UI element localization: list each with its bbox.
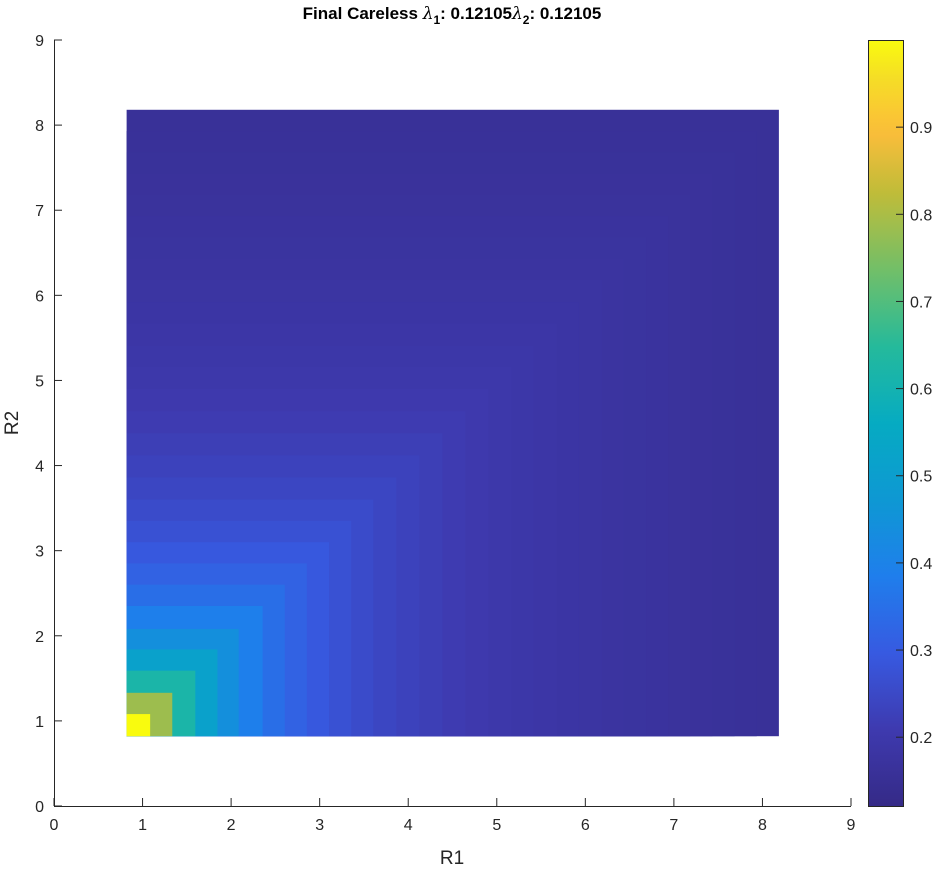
heatmap-cells bbox=[126, 109, 779, 737]
colorbar-tick-label: 0.5 bbox=[910, 469, 932, 486]
lambda-symbol-1: λ bbox=[422, 4, 434, 24]
x-axis: 0 1 2 3 4 5 6 7 8 9 bbox=[50, 798, 856, 834]
x-tick-label: 7 bbox=[669, 817, 678, 834]
y-axis: 0 1 2 3 4 5 6 7 8 9 bbox=[35, 33, 62, 816]
plot-area: 0 1 2 3 4 5 6 7 8 9 0 1 2 3 4 5 6 7 8 9 bbox=[35, 33, 855, 834]
colorbar-tick-label: 0.2 bbox=[910, 730, 932, 747]
heatmap-cell bbox=[126, 714, 151, 737]
y-tick-label: 1 bbox=[35, 714, 44, 731]
x-tick-label: 2 bbox=[227, 817, 236, 834]
colorbar: 0.2 0.3 0.4 0.5 0.6 0.7 0.8 0.9 bbox=[868, 40, 932, 807]
x-tick-label: 1 bbox=[138, 817, 147, 834]
lambda-symbol-2: λ bbox=[511, 4, 523, 24]
y-tick-label: 2 bbox=[35, 629, 44, 646]
x-tick-label: 4 bbox=[404, 817, 413, 834]
y-tick-label: 8 bbox=[35, 118, 44, 135]
y-tick-label: 9 bbox=[35, 33, 44, 50]
y-tick-label: 0 bbox=[35, 799, 44, 816]
x-tick-label: 3 bbox=[315, 817, 324, 834]
colorbar-gradient bbox=[868, 40, 903, 806]
x-tick-label: 0 bbox=[50, 817, 59, 834]
x-tick-label: 8 bbox=[758, 817, 767, 834]
chart-title: Final Careless λ1: 0.12105λ2: 0.12105 bbox=[303, 4, 602, 27]
y-tick-label: 3 bbox=[35, 544, 44, 561]
colorbar-tick-label: 0.6 bbox=[910, 382, 932, 399]
colorbar-tick-label: 0.9 bbox=[910, 120, 932, 137]
x-tick-label: 5 bbox=[492, 817, 501, 834]
x-axis-label: R1 bbox=[440, 848, 464, 869]
x-tick-label: 6 bbox=[581, 817, 590, 834]
y-tick-label: 5 bbox=[35, 373, 44, 390]
x-tick-label: 9 bbox=[847, 817, 856, 834]
colorbar-ticks: 0.2 0.3 0.4 0.5 0.6 0.7 0.8 0.9 bbox=[868, 40, 932, 807]
colorbar-tick-label: 0.4 bbox=[910, 556, 932, 573]
y-tick-label: 4 bbox=[35, 459, 44, 476]
y-tick-label: 6 bbox=[35, 288, 44, 305]
colorbar-tick-label: 0.3 bbox=[910, 643, 932, 660]
colorbar-frame bbox=[868, 40, 904, 807]
colorbar-tick-label: 0.7 bbox=[910, 294, 932, 311]
y-tick-label: 7 bbox=[35, 203, 44, 220]
y-axis-label: R2 bbox=[2, 411, 23, 435]
colorbar-tick-label: 0.8 bbox=[910, 207, 932, 224]
